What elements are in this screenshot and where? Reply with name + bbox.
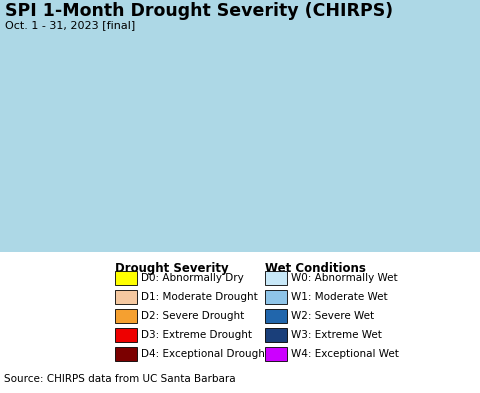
Bar <box>265 347 287 361</box>
Text: D3: Extreme Drought: D3: Extreme Drought <box>141 330 252 340</box>
Text: W0: Abnormally Wet: W0: Abnormally Wet <box>291 273 397 283</box>
Text: Wet Conditions: Wet Conditions <box>265 262 366 275</box>
Bar <box>265 290 287 304</box>
Bar <box>115 347 137 361</box>
Text: Oct. 1 - 31, 2023 [final]: Oct. 1 - 31, 2023 [final] <box>5 20 135 30</box>
Bar <box>265 271 287 285</box>
Text: W1: Moderate Wet: W1: Moderate Wet <box>291 292 388 302</box>
Text: Source: CHIRPS data from UC Santa Barbara: Source: CHIRPS data from UC Santa Barbar… <box>4 374 236 384</box>
Bar <box>265 328 287 342</box>
Text: W2: Severe Wet: W2: Severe Wet <box>291 311 374 321</box>
Text: W3: Extreme Wet: W3: Extreme Wet <box>291 330 382 340</box>
Text: SPI 1-Month Drought Severity (CHIRPS): SPI 1-Month Drought Severity (CHIRPS) <box>5 2 393 20</box>
Text: D0: Abnormally Dry: D0: Abnormally Dry <box>141 273 244 283</box>
Text: Drought Severity: Drought Severity <box>115 262 228 275</box>
Bar <box>115 271 137 285</box>
Bar <box>115 328 137 342</box>
Text: D4: Exceptional Drought: D4: Exceptional Drought <box>141 349 269 359</box>
Text: D1: Moderate Drought: D1: Moderate Drought <box>141 292 258 302</box>
Bar <box>115 309 137 323</box>
Bar <box>265 309 287 323</box>
Bar <box>115 290 137 304</box>
Text: W4: Exceptional Wet: W4: Exceptional Wet <box>291 349 399 359</box>
Text: D2: Severe Drought: D2: Severe Drought <box>141 311 244 321</box>
